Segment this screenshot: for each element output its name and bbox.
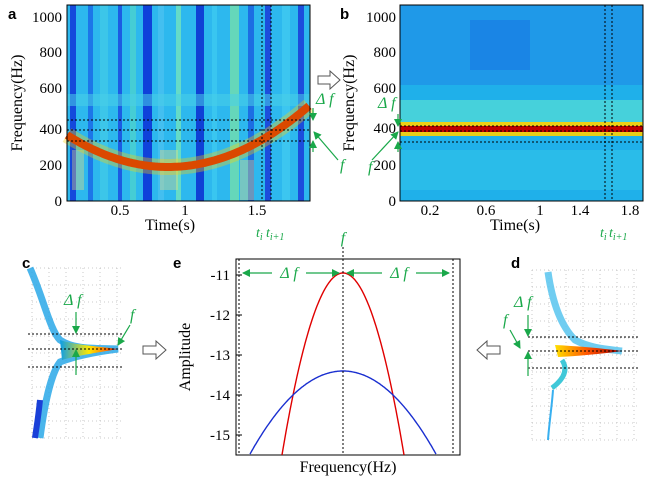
- e-ytick: -11: [211, 268, 230, 284]
- e-ytick: -14: [210, 388, 230, 404]
- panel-a-ylabel: Frequency(Hz): [9, 55, 26, 152]
- b-xtick: 0.2: [421, 203, 440, 219]
- panel-e-yticks: -11 -12 -13 -14 -15: [210, 268, 242, 444]
- b-ytick: 400: [374, 121, 397, 137]
- panel-c-letter: c: [22, 255, 30, 272]
- panel-e-f-label: f: [341, 230, 348, 247]
- panel-d: d Δ f f: [503, 255, 638, 441]
- e-ytick: -13: [210, 348, 230, 364]
- b-ytick: 1000: [366, 10, 396, 26]
- arrow-a-to-b-icon: [317, 69, 341, 91]
- a-ytick: 600: [40, 81, 63, 97]
- a-ytick: 800: [40, 45, 63, 61]
- panel-d-f-label: f: [503, 312, 510, 329]
- e-ytick: -12: [210, 308, 230, 324]
- panel-c: c Δ f f: [22, 255, 137, 439]
- panel-e-delta-left: Δ f: [279, 265, 300, 282]
- panel-c-f-label: f: [130, 307, 137, 324]
- panel-a-delta-f-label: Δ f: [315, 91, 336, 108]
- panel-a-ti1-label: ti+1: [266, 226, 284, 243]
- b-ytick: 0: [389, 194, 397, 210]
- panel-e-ylabel: Amplitude: [177, 323, 194, 391]
- a-ytick: 200: [40, 158, 63, 174]
- a-xtick: 0.5: [111, 203, 130, 219]
- panel-a: a 1000 800 600 400 200 0 0.5 1 1.5 Time(…: [8, 4, 347, 243]
- panel-e-delta-right: Δ f: [389, 265, 410, 282]
- b-ytick: 200: [374, 158, 397, 174]
- panel-a-f-label: f: [340, 157, 347, 174]
- panel-d-delta-f-label: Δ f: [513, 294, 534, 311]
- panel-c-delta-f-label: Δ f: [63, 292, 84, 309]
- panel-a-letter: a: [8, 6, 17, 23]
- a-xtick: 1: [181, 203, 189, 219]
- panel-b-f-label: f: [368, 159, 375, 176]
- panel-e-plot-area: [235, 258, 461, 456]
- b-xtick: 0.6: [477, 203, 496, 219]
- panel-b-xlabel: Time(s): [490, 217, 540, 234]
- panel-e-letter: e: [173, 255, 181, 272]
- panel-e: e -11 -12 -13 -14 -15 Δ f Δ f f Frequency(Hz…: [173, 230, 461, 476]
- a-ytick: 0: [55, 194, 63, 210]
- panel-b-delta-f-label: Δ f: [377, 95, 398, 112]
- panel-a-frequency-curve: [64, 102, 312, 171]
- b-ytick: 600: [374, 81, 397, 97]
- panel-a-xlabel: Time(s): [145, 217, 195, 234]
- panel-e-xlabel: Frequency(Hz): [300, 459, 397, 476]
- arrow-c-to-e-icon: [142, 339, 167, 361]
- b-xtick: 1.8: [621, 203, 640, 219]
- panel-b-ti-label: ti: [600, 226, 607, 243]
- panel-d-letter: d: [511, 255, 520, 272]
- panel-a-ti-label: ti: [256, 226, 263, 243]
- b-ytick: 800: [374, 45, 397, 61]
- a-ytick: 400: [40, 122, 63, 138]
- panel-b-ti1-label: ti+1: [609, 226, 627, 243]
- panel-b-ylabel: Frequency(Hz): [341, 55, 358, 152]
- b-xtick: 1.4: [571, 203, 590, 219]
- e-ytick: -15: [210, 428, 230, 444]
- panel-b-letter: b: [340, 6, 349, 23]
- arrow-d-to-e-icon: [476, 339, 501, 361]
- b-xtick: 1: [536, 203, 544, 219]
- a-xtick: 1.5: [248, 203, 267, 219]
- a-ytick: 1000: [32, 10, 62, 26]
- panel-b: b 1000 800 600 400 200 0 0.2 0.6 1 1.4 1…: [340, 4, 644, 243]
